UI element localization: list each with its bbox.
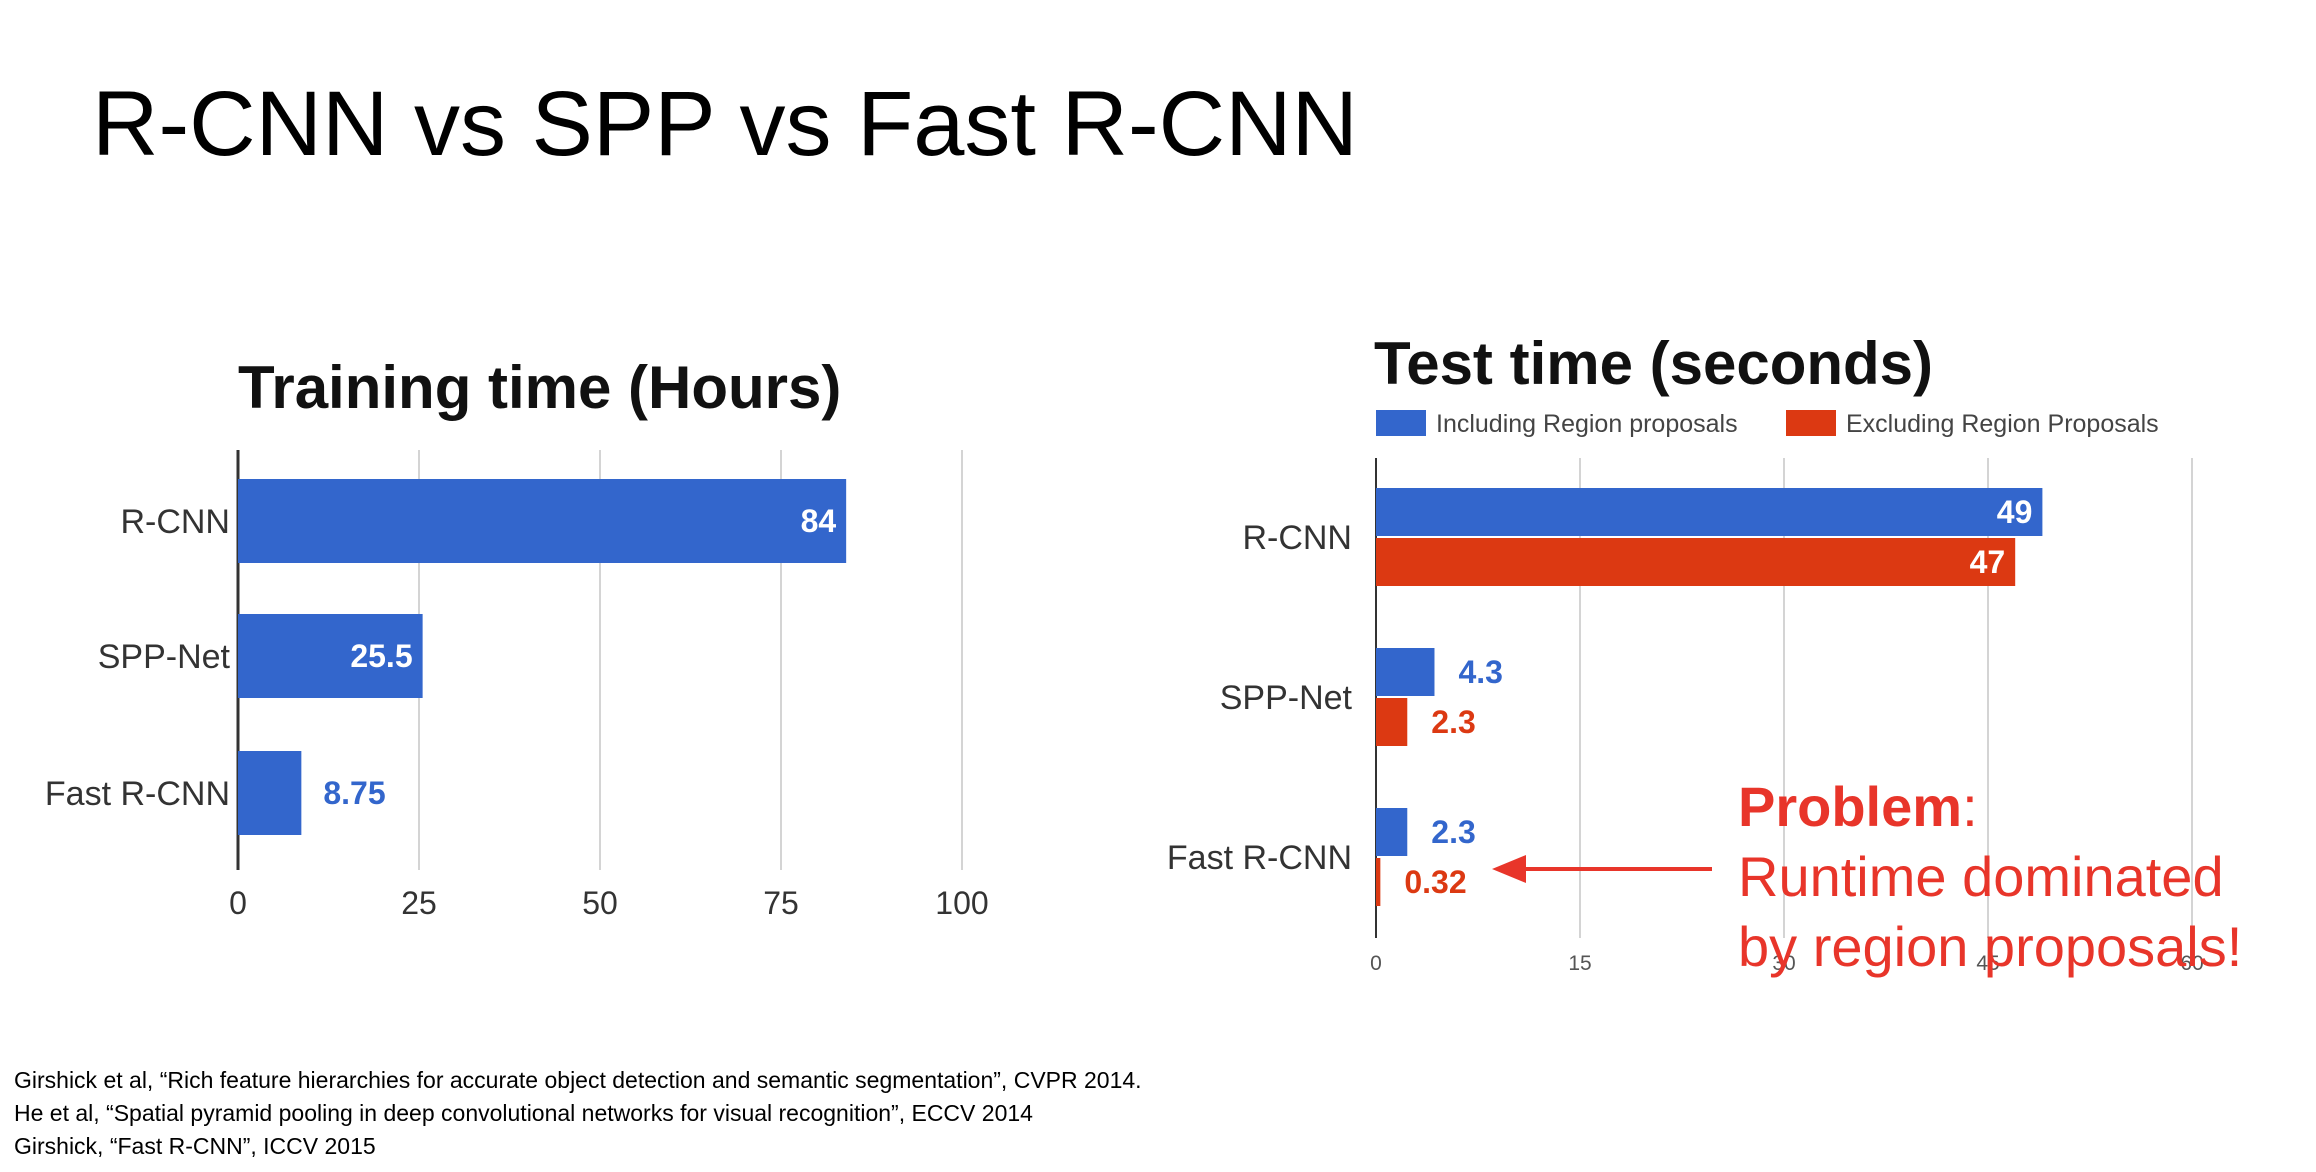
references: Girshick et al, “Rich feature hierarchie…	[14, 1064, 1142, 1163]
problem-line-1: Runtime dominated	[1738, 845, 2224, 908]
legend-swatch	[1786, 410, 1836, 436]
category-label: Fast R-CNN	[45, 775, 230, 813]
problem-colon: :	[1962, 775, 1978, 838]
category-label: R-CNN	[1242, 519, 1352, 557]
chart-title: Training time (Hours)	[238, 354, 841, 421]
data-label: 2.3	[1431, 704, 1475, 740]
x-tick-label: 25	[401, 885, 437, 921]
x-tick-label: 75	[763, 885, 799, 921]
x-tick-label: 15	[1568, 952, 1591, 975]
problem-line-2: by region proposals!	[1738, 915, 2243, 978]
x-tick-label: 45	[1976, 952, 1999, 975]
x-tick-label: 100	[935, 885, 988, 921]
bar	[238, 479, 847, 563]
bar	[1376, 538, 2016, 586]
slide-title: R-CNN vs SPP vs Fast R-CNN	[92, 73, 1358, 175]
problem-arrow	[1492, 855, 1712, 883]
legend-label: Excluding Region Proposals	[1846, 410, 2159, 438]
category-label: SPP-Net	[1220, 679, 1353, 717]
test-time-chart: Test time (seconds) Including Region prop…	[1167, 330, 2204, 975]
data-label: 2.3	[1431, 814, 1475, 850]
x-tick-label: 30	[1772, 952, 1795, 975]
arrow-head	[1492, 855, 1526, 883]
bar	[238, 751, 302, 835]
category-label: Fast R-CNN	[1167, 839, 1352, 877]
bar	[1376, 648, 1435, 696]
bar	[1376, 488, 2043, 536]
x-tick-label: 0	[1370, 952, 1382, 975]
reference-3: Girshick, “Fast R-CNN”, ICCV 2015	[14, 1133, 376, 1159]
problem-heading: Problem	[1738, 775, 1963, 838]
training-time-chart: Training time (Hours) 0 25 50 75 100 R-CNN 84 SP…	[45, 354, 989, 921]
data-label: 49	[1997, 494, 2033, 530]
bar	[1376, 858, 1381, 906]
reference-2: He et al, “Spatial pyramid pooling in de…	[14, 1100, 1033, 1126]
reference-1: Girshick et al, “Rich feature hierarchie…	[14, 1067, 1142, 1093]
problem-annotation: Problem: Runtime dominated by region pro…	[1738, 772, 2242, 982]
x-tick-label: 50	[582, 885, 618, 921]
category-label: R-CNN	[120, 503, 230, 541]
data-label: 8.75	[323, 775, 385, 811]
legend-label: Including Region proposals	[1436, 410, 1738, 438]
bar	[238, 614, 423, 698]
data-label: 4.3	[1458, 654, 1502, 690]
bar	[1376, 698, 1408, 746]
bar	[1376, 808, 1408, 856]
data-label: 84	[801, 503, 837, 539]
chart-title: Test time (seconds)	[1374, 330, 1933, 397]
data-label: 25.5	[350, 638, 412, 674]
x-tick-label: 0	[229, 885, 247, 921]
legend-swatch	[1376, 410, 1426, 436]
category-label: SPP-Net	[98, 638, 231, 676]
data-label: 0.32	[1404, 864, 1466, 900]
data-label: 47	[1970, 544, 2006, 580]
x-tick-label: 60	[2180, 952, 2203, 975]
